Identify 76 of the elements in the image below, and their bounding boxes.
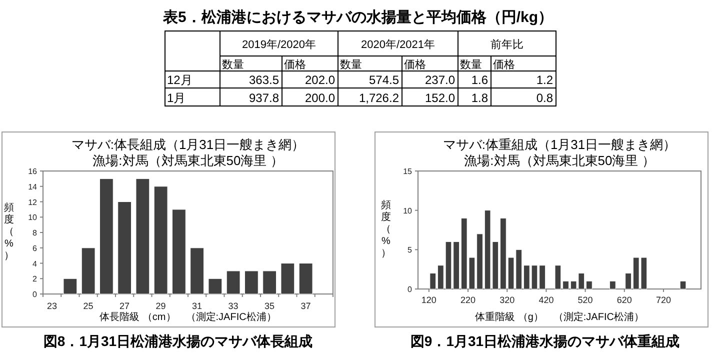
bar: [136, 178, 150, 294]
y-tick-label: 15: [403, 167, 413, 176]
y-tick-label: 10: [28, 213, 38, 222]
caption: 図8．1月31日松浦港水揚のマサバ体長組成: [43, 333, 313, 349]
x-tick-label: 27: [120, 301, 130, 311]
text: 0.8: [536, 91, 553, 105]
x-tick-label: 23: [47, 301, 58, 311]
x-tick-label: 320: [500, 295, 515, 305]
chart-title: マサバ:体重組成（1月31日一艘まき網）: [442, 137, 676, 152]
y-tick-label: 6: [32, 244, 38, 253]
x-tick-label: 35: [264, 301, 275, 311]
chart-title: マサバ:体長組成（1月31日一艘まき網）: [71, 137, 305, 152]
x-tick-label: 37: [300, 301, 311, 311]
bar: [280, 263, 295, 294]
bar: [298, 263, 313, 294]
category-label: 価格: [284, 59, 306, 71]
bar: [63, 278, 78, 294]
x-tick-label: 25: [83, 301, 94, 311]
text: 1.6: [471, 73, 488, 87]
x-tick-label: 120: [421, 295, 436, 305]
bar: [99, 178, 114, 294]
category-label: 数量: [222, 59, 244, 71]
x-tick-label: 720: [656, 295, 671, 305]
y-tick-label: 10: [403, 206, 413, 216]
bar: [118, 202, 132, 294]
y-tick-label: 0: [32, 290, 38, 299]
x-tick-label: 29: [156, 301, 166, 311]
category-label: 価格: [404, 59, 426, 71]
category-label: 1月: [167, 91, 186, 105]
text: 1.2: [536, 73, 553, 87]
y-tick-label: 16: [28, 167, 38, 176]
y-tick-label: 14: [28, 182, 38, 192]
text: 1.8: [471, 91, 488, 105]
x-tick-label: 420: [538, 295, 554, 305]
bar: [226, 270, 240, 294]
y-axis-title: 頻度（%）: [381, 199, 391, 259]
text: 200.0: [304, 91, 335, 105]
x-axis-title: 体長階級 （cm） （測定:JAFIC松浦）: [100, 311, 276, 323]
x-tick-label: 220: [460, 295, 476, 305]
y-tick-label: 5: [408, 246, 413, 255]
category-label: 価格: [493, 59, 515, 71]
x-tick-label: 620: [616, 295, 632, 305]
y-tick-label: 0: [408, 285, 413, 294]
category-label: 12月: [167, 73, 192, 87]
text: 937.8: [248, 91, 279, 105]
bar: [190, 248, 204, 294]
bar: [154, 186, 168, 294]
text: 152.0: [424, 91, 455, 105]
bar: [262, 270, 277, 294]
x-tick-label: 31: [192, 301, 202, 311]
text: 237.0: [424, 73, 455, 87]
x-tick-label: 520: [578, 295, 593, 305]
bar: [244, 270, 258, 294]
x-tick-label: 33: [228, 301, 238, 311]
bar: [81, 248, 96, 294]
caption: 図9．1月31日松浦港水揚のマサバ体重組成: [410, 333, 680, 349]
chart-subtitle: 漁場:対馬（対馬東北東50海里 ）: [92, 153, 284, 168]
x-axis-title: 体重階級 （g） （測定:JAFIC松浦）: [475, 311, 644, 323]
category-label: 数量: [460, 59, 482, 71]
bar: [208, 278, 222, 294]
text: 363.5: [248, 73, 279, 87]
y-tick-label: 8: [32, 228, 38, 238]
y-tick-label: 4: [32, 259, 38, 268]
y-axis-title: 頻度（%）: [4, 202, 14, 262]
category-label: 数量: [340, 59, 362, 71]
y-tick-label: 12: [28, 198, 38, 207]
text: 574.5: [368, 73, 399, 87]
text: 1,726.2: [358, 91, 399, 105]
text: 表5．松浦港におけるマサバの水揚量と平均価格（円/kg）: [162, 9, 554, 26]
text: 202.0: [304, 73, 335, 87]
text: 前年比: [490, 38, 524, 51]
chart-subtitle: 漁場:対馬（対馬東北東50海里 ）: [464, 153, 655, 168]
bar: [172, 209, 186, 294]
text: 2019年/2020年: [242, 39, 316, 51]
y-tick-label: 2: [32, 274, 38, 284]
text: 2020年/2021年: [361, 39, 435, 51]
